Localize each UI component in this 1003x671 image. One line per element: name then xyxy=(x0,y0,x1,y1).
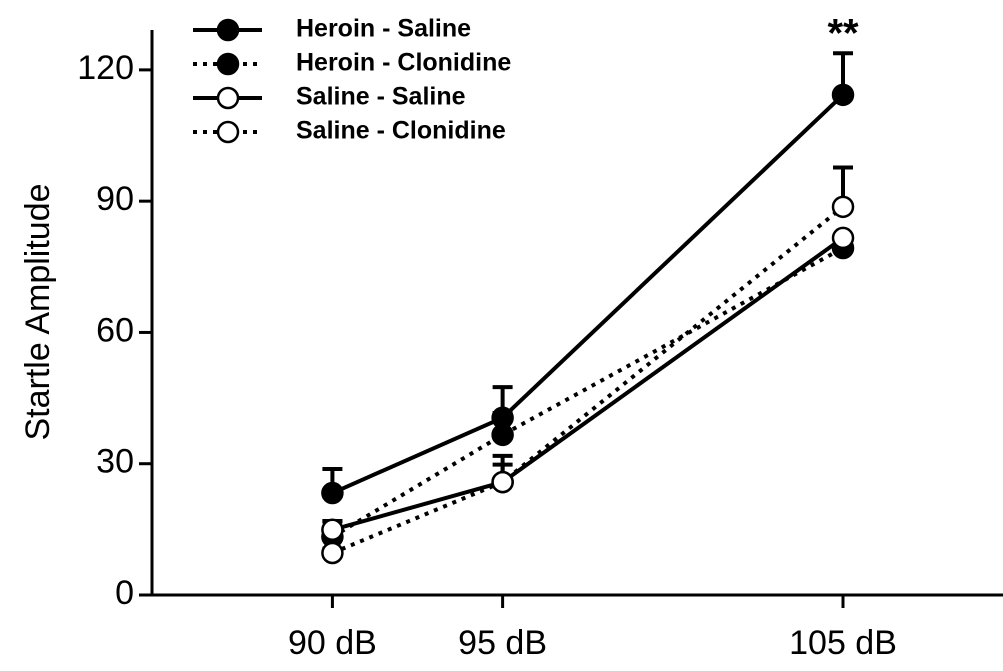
y-tick-label: 0 xyxy=(115,574,134,612)
y-tick-label: 60 xyxy=(96,311,134,349)
x-tick-label: 95 dB xyxy=(458,624,547,662)
x-tick-label: 105 dB xyxy=(789,624,897,662)
marker xyxy=(321,541,344,565)
marker xyxy=(321,518,344,542)
annotation: ** xyxy=(827,12,859,56)
marker xyxy=(831,195,855,219)
x-tick-label: 90 dB xyxy=(288,624,377,662)
marker xyxy=(321,481,344,505)
legend-marker xyxy=(216,18,240,42)
y-axis-label: Startle Amplitude xyxy=(19,183,57,440)
legend-label: Saline - Saline xyxy=(296,83,466,111)
marker xyxy=(491,423,514,447)
legend-label: Heroin - Clonidine xyxy=(296,49,511,77)
marker xyxy=(831,83,855,107)
marker xyxy=(491,470,514,494)
y-tick-label: 120 xyxy=(77,49,134,87)
legend-label: Heroin - Saline xyxy=(296,15,471,43)
legend-marker xyxy=(216,52,240,76)
legend-marker xyxy=(216,120,240,144)
marker xyxy=(831,226,855,250)
y-tick-label: 90 xyxy=(96,180,134,218)
legend-label: Saline - Clonidine xyxy=(296,117,506,145)
series-line xyxy=(331,205,845,555)
legend-marker xyxy=(216,86,240,110)
series-line xyxy=(331,236,845,532)
y-tick-label: 30 xyxy=(96,443,134,481)
